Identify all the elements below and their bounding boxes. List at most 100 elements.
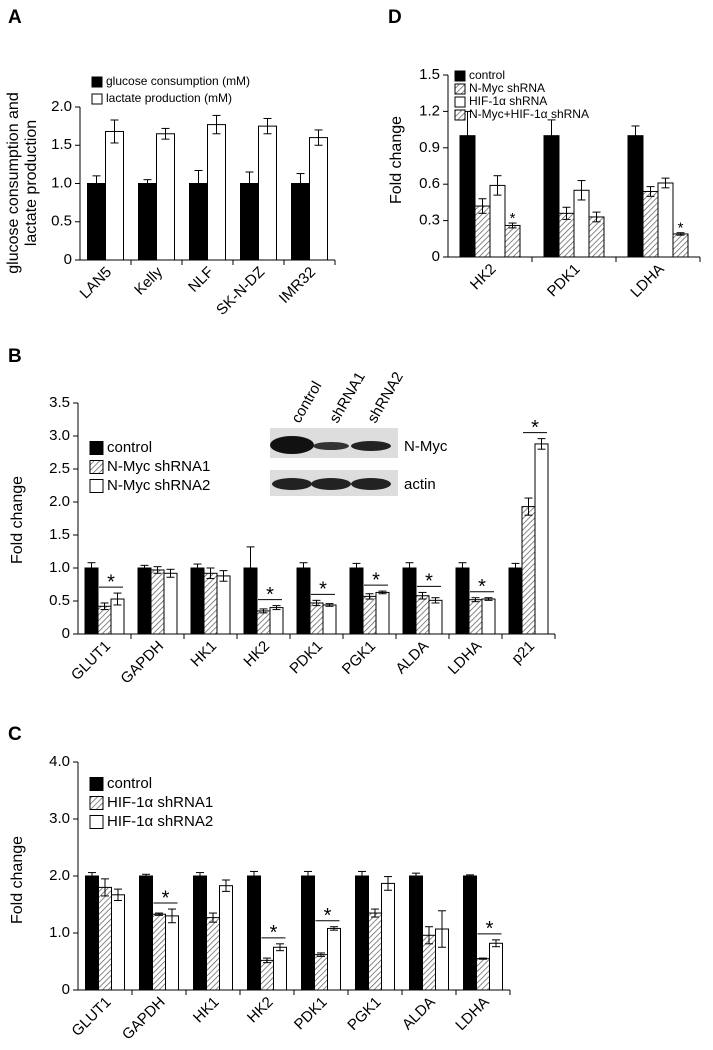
significance-star: * bbox=[324, 905, 332, 927]
legend-swatch bbox=[454, 83, 466, 95]
bar bbox=[672, 233, 689, 258]
bar bbox=[165, 915, 179, 991]
blot-band bbox=[270, 436, 314, 454]
legend-swatch bbox=[91, 93, 103, 105]
error-bar bbox=[143, 179, 152, 188]
bar bbox=[415, 595, 430, 635]
error-bar bbox=[478, 198, 487, 214]
western-blot bbox=[270, 428, 398, 496]
bar bbox=[588, 216, 605, 258]
error-bar bbox=[263, 957, 271, 964]
bar bbox=[463, 875, 477, 991]
lane-label: shRNA1 bbox=[326, 369, 369, 426]
bar bbox=[355, 875, 369, 991]
bar bbox=[97, 605, 112, 635]
bar bbox=[84, 567, 99, 635]
error-bar bbox=[263, 117, 272, 135]
bar bbox=[207, 124, 226, 261]
y-tick-label: 4.0 bbox=[49, 753, 70, 770]
bar bbox=[138, 183, 157, 261]
bar bbox=[476, 958, 490, 991]
significance-star: * bbox=[678, 220, 684, 237]
bar bbox=[258, 125, 277, 261]
x-tick-label: SK-N-DZ bbox=[213, 264, 268, 319]
error-bar bbox=[110, 119, 119, 144]
error-bar bbox=[471, 597, 480, 603]
error-bar bbox=[524, 497, 533, 516]
error-bar bbox=[577, 180, 586, 201]
x-tick-label: HK2 bbox=[244, 994, 277, 1027]
y-tick-label: 0.5 bbox=[49, 592, 70, 609]
x-tick-label: GAPDH bbox=[119, 994, 169, 1044]
x-tick-label: Kelly bbox=[131, 263, 166, 298]
error-bar bbox=[493, 175, 502, 196]
x-tick-label: ALDA bbox=[392, 638, 432, 678]
blot-band bbox=[272, 478, 312, 490]
legend-label: N-Myc shRNA1 bbox=[107, 458, 210, 475]
error-bar bbox=[371, 908, 379, 918]
y-tick-label: 0.6 bbox=[419, 175, 440, 192]
error-bar bbox=[405, 562, 414, 574]
bar bbox=[203, 572, 218, 635]
x-tick-label: HK2 bbox=[240, 638, 273, 671]
significance-star: * bbox=[107, 571, 115, 593]
bar bbox=[219, 885, 233, 991]
y-axis-label: glucose consumption and bbox=[5, 92, 22, 273]
y-tick-label: 0.3 bbox=[419, 212, 440, 229]
bar bbox=[152, 913, 166, 991]
significance-star: * bbox=[486, 918, 494, 940]
error-bar bbox=[676, 232, 685, 236]
error-bar bbox=[304, 870, 312, 882]
bar bbox=[468, 599, 483, 635]
bar bbox=[269, 607, 284, 635]
error-bar bbox=[194, 169, 203, 198]
x-tick-label: PDK1 bbox=[291, 994, 331, 1034]
x-tick-label: NLF bbox=[185, 264, 217, 296]
x-tick-label: HK1 bbox=[187, 638, 220, 671]
legend-swatch bbox=[89, 460, 104, 474]
x-tick-label: GLUT1 bbox=[68, 994, 114, 1040]
error-bar bbox=[246, 546, 255, 590]
legend-label: HIF-1α shRNA1 bbox=[107, 794, 213, 811]
error-bar bbox=[113, 592, 122, 606]
error-bar bbox=[547, 119, 556, 152]
error-bar bbox=[161, 127, 170, 140]
bar bbox=[98, 886, 112, 991]
bar bbox=[163, 572, 178, 635]
error-bar bbox=[592, 211, 601, 223]
error-bar bbox=[631, 125, 640, 146]
bar bbox=[85, 875, 99, 991]
bar bbox=[291, 183, 310, 261]
legend-label: glucose consumption (mM) bbox=[106, 74, 250, 88]
error-bar bbox=[431, 597, 440, 604]
error-bar bbox=[87, 562, 96, 574]
error-bar bbox=[299, 562, 308, 574]
lane-label: control bbox=[288, 378, 325, 425]
error-bar bbox=[209, 912, 217, 923]
legend-swatch bbox=[89, 815, 104, 829]
x-tick-label: LDHA bbox=[627, 261, 667, 301]
error-bar bbox=[100, 602, 109, 611]
error-bar bbox=[250, 870, 258, 882]
error-bar bbox=[438, 910, 446, 948]
bar bbox=[296, 567, 311, 635]
bar bbox=[381, 882, 395, 991]
y-tick-label: 0 bbox=[62, 981, 70, 998]
error-bar bbox=[508, 222, 517, 229]
error-bar bbox=[325, 603, 334, 607]
bar bbox=[216, 575, 231, 635]
bar bbox=[247, 875, 261, 991]
bar bbox=[368, 912, 382, 991]
blot-band bbox=[311, 478, 351, 490]
legend-label: N-Myc shRNA bbox=[469, 81, 545, 95]
error-bar bbox=[222, 879, 230, 892]
bar bbox=[314, 954, 328, 991]
x-tick-label: LDHA bbox=[445, 638, 485, 678]
bar bbox=[256, 610, 271, 635]
y-tick-label: 1.5 bbox=[51, 136, 72, 153]
bar bbox=[508, 567, 523, 635]
bar bbox=[409, 875, 423, 991]
y-axis-label: Fold change bbox=[9, 836, 26, 924]
bar bbox=[481, 598, 496, 635]
